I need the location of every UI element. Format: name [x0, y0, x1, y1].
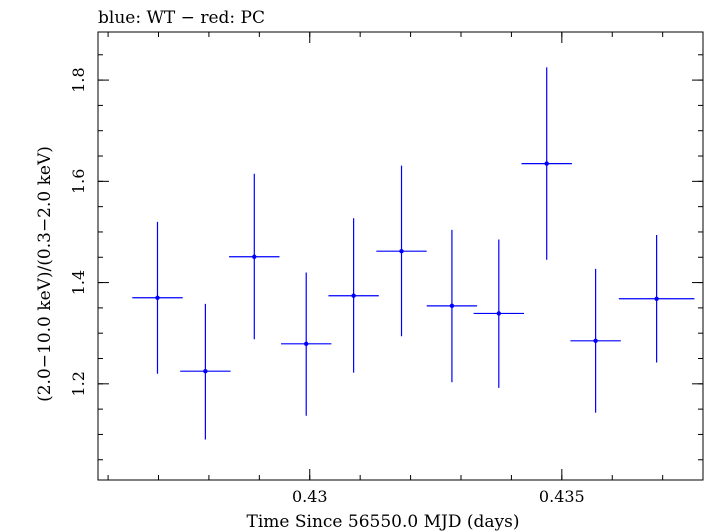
y-tick-label: 1.4 — [69, 270, 88, 295]
point-marker — [399, 248, 404, 254]
data-point — [521, 67, 572, 260]
data-point — [328, 218, 379, 373]
axis-ticks — [98, 32, 703, 480]
data-point — [376, 165, 427, 337]
y-tick-label: 1.8 — [69, 67, 88, 92]
y-tick-label: 1.2 — [69, 371, 88, 396]
data-point — [426, 229, 478, 383]
x-axis-label: Time Since 56550.0 MJD (days) — [247, 512, 520, 532]
data-point — [281, 272, 332, 416]
plot-frame — [97, 31, 704, 481]
data-point — [618, 234, 695, 363]
chart-title: blue: WT − red: PC — [98, 8, 265, 28]
data-point — [229, 173, 280, 340]
point-marker — [496, 311, 502, 316]
tick-labels: 0.43 0.435 1.2 1.4 1.6 1.8 — [69, 67, 585, 506]
point-marker — [449, 303, 455, 309]
data-point — [570, 268, 621, 413]
point-marker — [544, 161, 549, 166]
point-marker — [351, 293, 356, 298]
y-tick-label: 1.6 — [69, 169, 88, 194]
point-marker — [155, 295, 160, 300]
point-marker — [203, 368, 208, 374]
data-point — [473, 239, 525, 388]
point-marker — [654, 296, 659, 301]
y-axis-label: (2.0−10.0 keV)/(0.3−2.0 keV) — [35, 146, 55, 402]
data-points — [132, 67, 695, 440]
point-marker — [304, 341, 309, 347]
x-tick-label: 0.435 — [539, 487, 585, 506]
plot-border — [97, 31, 704, 481]
x-tick-label: 0.43 — [292, 487, 328, 506]
point-marker — [252, 254, 257, 259]
data-point — [180, 303, 231, 440]
data-point — [132, 221, 183, 374]
point-marker — [593, 338, 598, 343]
